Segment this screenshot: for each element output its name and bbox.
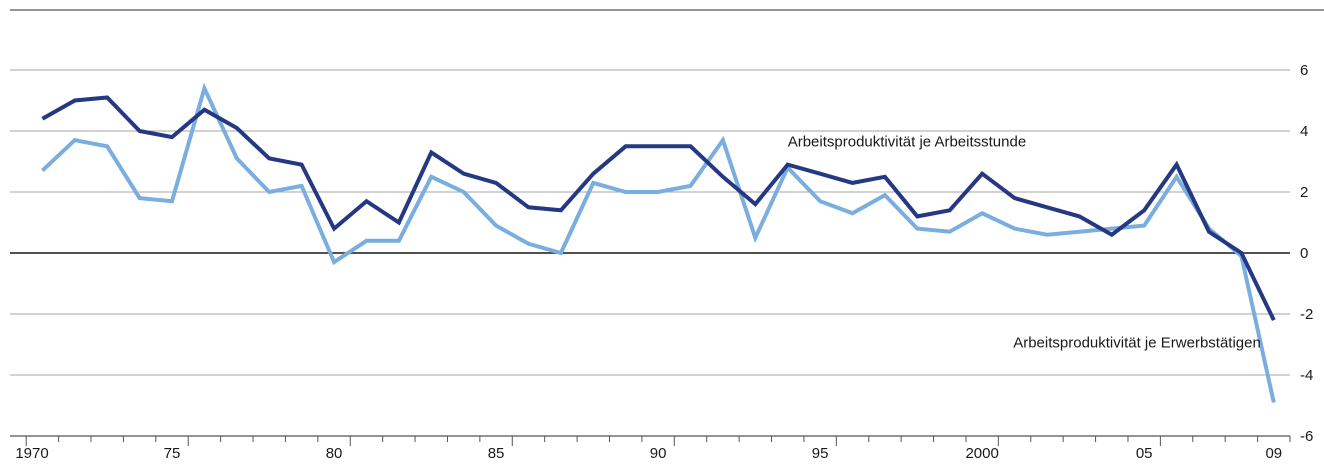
gridlines (10, 69, 1290, 376)
series-labels: Arbeitsproduktivität je Arbeitsstunde Arb… (788, 133, 1261, 351)
x-tick-label: 80 (326, 445, 343, 462)
y-tick-label: 6 (1300, 62, 1308, 79)
series-lines (41, 82, 1276, 403)
y-tick-label: 2 (1300, 184, 1308, 201)
x-tick-label: 90 (650, 445, 667, 462)
y-tick-label: -4 (1300, 367, 1313, 384)
y-tick-label: -6 (1300, 428, 1313, 445)
series-line-arbeitsstunde (41, 95, 1276, 321)
label-arbeitsstunde: Arbeitsproduktivität je Arbeitsstunde (788, 133, 1026, 150)
x-tick-label: 75 (164, 445, 181, 462)
y-tick-label: 4 (1300, 123, 1308, 140)
series-line-erwerbstaetigen (41, 82, 1276, 403)
label-erwerbstaetigen: Arbeitsproduktivität je Erwerbstätigen (1013, 335, 1261, 352)
x-tick-label: 2000 (965, 445, 998, 462)
x-tick-label: 1970 (15, 445, 48, 462)
y-tick-label: 0 (1300, 245, 1308, 262)
x-tick-label: 95 (812, 445, 829, 462)
x-tick-label: 85 (488, 445, 505, 462)
x-tick-label: 09 (1265, 445, 1282, 462)
x-tick-label: 05 (1136, 445, 1153, 462)
y-tick-label: -2 (1300, 306, 1313, 323)
y-axis: 6 4 2 0 -2 -4 -6 (1300, 62, 1313, 445)
x-axis: 1970 75 80 85 90 95 2000 05 09 (10, 435, 1291, 462)
